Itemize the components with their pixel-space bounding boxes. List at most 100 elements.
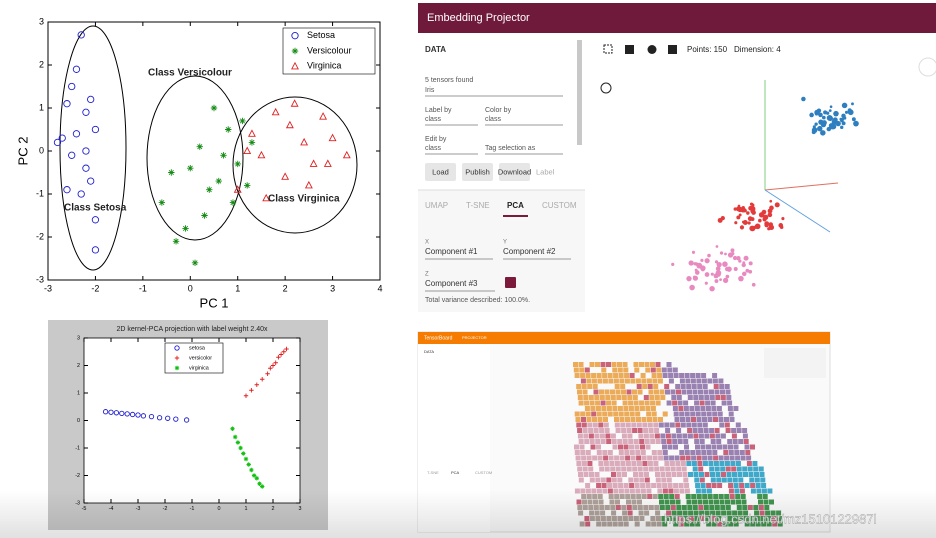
- dropdown-value[interactable]: class: [425, 116, 441, 123]
- button[interactable]: [462, 163, 493, 181]
- button[interactable]: [499, 163, 530, 181]
- y-axis-label: PC 2: [15, 137, 30, 166]
- embedding-point: [704, 281, 708, 285]
- embedding-tile: [606, 400, 612, 406]
- point: [284, 346, 289, 352]
- embedding-tile: [602, 373, 608, 378]
- button-label[interactable]: Download: [498, 167, 531, 176]
- nav-tab[interactable]: PROJECTOR: [462, 335, 487, 340]
- embedding-tile: [684, 411, 690, 417]
- embedding-tile: [732, 439, 738, 444]
- embedding-point: [720, 216, 725, 221]
- tab[interactable]: PCA: [507, 201, 524, 210]
- embedding-tile: [618, 450, 624, 455]
- dropdown-value[interactable]: Component #2: [503, 247, 556, 256]
- dropdown-value[interactable]: Component #3: [425, 279, 478, 288]
- point: [243, 456, 249, 462]
- point: [244, 182, 251, 189]
- tab[interactable]: T-SNE: [427, 470, 439, 475]
- video-shade: [0, 490, 936, 538]
- dropdown-value[interactable]: class: [425, 145, 441, 152]
- embedding-tile: [714, 466, 720, 472]
- embedding-point: [710, 272, 714, 276]
- tool-icon[interactable]: [668, 45, 677, 54]
- embedding-tile: [716, 477, 722, 483]
- embedding-point: [692, 275, 699, 281]
- embedding-tile: [687, 428, 693, 433]
- embedding-tile: [579, 444, 585, 450]
- embedding-tile: [621, 395, 627, 400]
- embedding-tile: [578, 362, 584, 367]
- embedding-tile: [590, 444, 596, 450]
- watermark: https://blog.csdn.net/mz1510122987l: [664, 511, 877, 526]
- embedding-tile: [633, 362, 639, 367]
- embedding-tile: [599, 466, 605, 472]
- embedding-tile: [706, 450, 712, 455]
- embedding-tile: [599, 395, 605, 400]
- embedding-tile: [647, 455, 653, 461]
- points-count: Points: 150: [687, 45, 728, 54]
- embedding-tile: [617, 362, 622, 367]
- tool-icon[interactable]: [625, 45, 634, 54]
- legend-marker: [291, 32, 299, 40]
- embedding-point: [778, 223, 784, 228]
- embedding-point: [724, 266, 730, 272]
- tab[interactable]: UMAP: [425, 201, 448, 210]
- dropdown-value[interactable]: class: [485, 116, 501, 123]
- embedding-point: [719, 278, 722, 282]
- embedding-point: [769, 199, 773, 203]
- input-placeholder[interactable]: Tag selection as: [485, 145, 536, 152]
- embedding-point: [732, 255, 738, 261]
- axis-name: Y: [503, 240, 507, 246]
- embedding-tile: [700, 444, 706, 450]
- embedding-point: [736, 215, 741, 220]
- embedding-tile: [668, 373, 674, 378]
- embedding-tile: [676, 395, 682, 400]
- button[interactable]: [425, 163, 456, 181]
- embedding-tile: [754, 477, 760, 483]
- embedding-point: [709, 285, 715, 292]
- embedding-tile: [622, 362, 628, 367]
- embedding-tile: [666, 400, 672, 406]
- embedding-tile: [696, 455, 702, 461]
- embedding-tile: [588, 433, 594, 439]
- button-label[interactable]: Load: [432, 167, 449, 176]
- embedding-point: [671, 262, 675, 267]
- embedding-tile: [635, 411, 641, 417]
- embedding-tile: [713, 461, 719, 466]
- embedding-tile: [604, 389, 610, 395]
- tab[interactable]: CUSTOM: [542, 201, 577, 210]
- embedding-tile: [647, 461, 653, 466]
- home-button[interactable]: [918, 57, 936, 77]
- tab[interactable]: T-SNE: [466, 201, 490, 210]
- embedding-tile: [644, 477, 650, 483]
- embedding-tile: [701, 450, 707, 455]
- embedding-tile: [610, 433, 616, 439]
- embedding-point: [829, 105, 833, 109]
- app-header: [418, 3, 936, 33]
- checkbox[interactable]: [505, 277, 516, 288]
- tool-icon[interactable]: [647, 45, 657, 54]
- embedding-tile: [574, 450, 580, 455]
- embedding-tile: [674, 417, 680, 422]
- section-title: DATA: [425, 45, 446, 54]
- embedding-tile: [702, 417, 707, 422]
- help-icon[interactable]: [600, 82, 612, 94]
- embedding-tile: [699, 477, 705, 483]
- embedding-tile: [610, 466, 616, 472]
- tool-icon[interactable]: [603, 44, 613, 54]
- embedding-point: [758, 218, 762, 223]
- point: [247, 129, 256, 137]
- tab[interactable]: PCA: [451, 470, 460, 475]
- button-label[interactable]: Label: [536, 167, 555, 176]
- embedding-tile: [573, 367, 579, 373]
- embedding-tile: [646, 411, 652, 417]
- dropdown-value[interactable]: Component #1: [425, 247, 478, 256]
- embedding-tile: [670, 389, 676, 395]
- button-label[interactable]: Publish: [465, 167, 490, 176]
- embedding-tile: [668, 378, 674, 384]
- x-tick-label: -1: [139, 283, 147, 293]
- embedding-tile: [585, 483, 591, 488]
- tab[interactable]: CUSTOM: [475, 470, 492, 475]
- embedding-tile: [599, 428, 605, 433]
